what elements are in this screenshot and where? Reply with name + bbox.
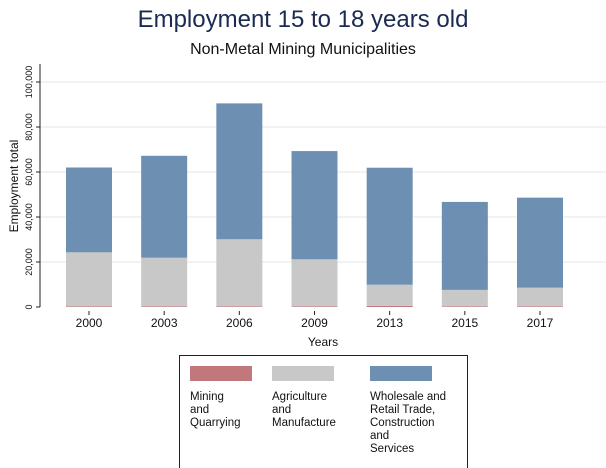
axes: 0 20,000 40,000 60,000 80,000 100,000 2000 2003… xyxy=(24,64,554,330)
y-tick-label: 0 xyxy=(24,304,34,309)
x-tick-label: 2003 xyxy=(151,316,178,330)
bar-segment xyxy=(216,103,263,240)
bar-segment xyxy=(366,167,413,285)
bar-segment xyxy=(517,306,563,307)
chart-title: Employment 15 to 18 years old xyxy=(137,6,469,33)
legend-label: Agriculture and Manufacture xyxy=(272,391,336,429)
x-tick-label: 2017 xyxy=(527,316,554,330)
bar-segment xyxy=(441,201,488,290)
bar-segment xyxy=(441,289,488,307)
legend-label: Wholesale and Retail Trade, Construction… xyxy=(370,391,447,455)
bar-segment xyxy=(66,167,112,253)
legend-swatch xyxy=(370,366,432,381)
x-tick-label: 2013 xyxy=(376,316,403,330)
y-tick-label: 40,000 xyxy=(24,203,34,231)
y-tick-label: 60,000 xyxy=(24,158,34,186)
bars xyxy=(66,103,563,307)
bar-segment xyxy=(291,259,338,307)
legend-item: Wholesale and Retail Trade, Construction… xyxy=(370,366,446,456)
bar-segment xyxy=(216,306,263,307)
y-tick-label: 20,000 xyxy=(24,248,34,276)
legend-swatch xyxy=(190,366,252,381)
bar-segment xyxy=(216,239,263,307)
y-tick-label: 80,000 xyxy=(24,113,34,141)
legend-swatch xyxy=(272,366,334,381)
bar-segment xyxy=(141,257,188,307)
x-tick-label: 2006 xyxy=(226,316,253,330)
y-axis-label: Employment total xyxy=(7,140,21,233)
chart-plot-area: 0 20,000 40,000 60,000 80,000 100,000 2000 2003… xyxy=(7,64,606,349)
bar-segment xyxy=(517,287,563,307)
x-tick-label: 2015 xyxy=(451,316,478,330)
bar-segment xyxy=(141,306,188,307)
x-tick-label: 2009 xyxy=(301,316,328,330)
bar-segment xyxy=(66,252,112,307)
y-tick-label: 100,000 xyxy=(24,66,34,99)
legend-item: Agriculture and Manufacture xyxy=(272,366,336,430)
bar-segment xyxy=(291,151,338,260)
bar-segment xyxy=(366,284,413,306)
bar-segment xyxy=(517,197,563,288)
bar-segment xyxy=(66,306,112,307)
bar-segment xyxy=(366,305,413,307)
bar-segment xyxy=(291,306,338,307)
legend-item: Mining and Quarrying xyxy=(190,366,252,430)
legend-label: Mining and Quarrying xyxy=(190,391,241,429)
bar-segment xyxy=(441,306,488,307)
bar-segment xyxy=(141,155,188,258)
x-axis-label: Years xyxy=(308,335,338,349)
chart-subtitle: Non-Metal Mining Municipalities xyxy=(190,41,416,58)
x-tick-label: 2000 xyxy=(76,316,103,330)
chart-legend: Mining and Quarrying Agriculture and Manu… xyxy=(179,355,468,468)
